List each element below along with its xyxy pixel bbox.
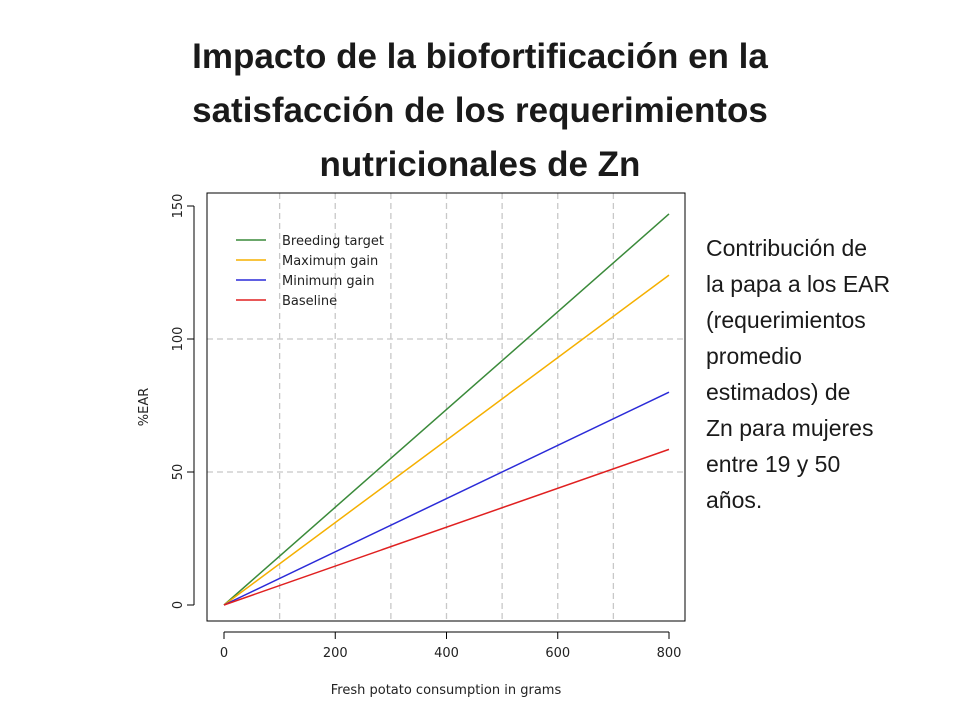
title-line: nutricionales de Zn (319, 145, 641, 184)
legend-label: Baseline (282, 294, 337, 309)
title-line: Impacto de la biofortificación en la (192, 37, 768, 76)
grid-lines (207, 193, 685, 621)
side-text-line: promedio (706, 343, 802, 369)
legend-label: Minimum gain (282, 274, 374, 289)
y-tick-label: 0 (171, 601, 186, 609)
axes: 0 200 400 600 800 0 50 100 150 (171, 194, 681, 661)
plot-frame (206, 192, 686, 622)
legend-label: Breeding target (282, 234, 384, 249)
legend-label: Maximum gain (282, 254, 378, 269)
x-tick-label: 0 (220, 646, 228, 661)
series-line (223, 213, 670, 606)
x-tick-label: 800 (657, 646, 682, 661)
y-axis-title: %EAR (137, 388, 152, 427)
side-text-line: Zn para mujeres (706, 415, 874, 441)
slide-title: Impacto de la biofortificación en la sat… (60, 30, 900, 192)
y-tick-label: 100 (171, 327, 186, 352)
side-description: Contribución de la papa a los EAR (reque… (706, 230, 946, 518)
side-text-line: Contribución de (706, 235, 868, 261)
y-tick-label: 150 (171, 194, 186, 219)
series-line (223, 274, 670, 606)
x-tick-label: 200 (323, 646, 348, 661)
series-line (223, 448, 670, 606)
x-axis-title: Fresh potato consumption in grams (331, 683, 562, 698)
legend: Breeding target Maximum gain Minimum gain B… (236, 234, 384, 309)
x-tick-label: 400 (434, 646, 459, 661)
series-lines (223, 213, 670, 606)
side-text-line: años. (706, 487, 763, 513)
series-line (223, 391, 670, 606)
x-tick-label: 600 (545, 646, 570, 661)
y-tick-label: 50 (171, 464, 186, 481)
side-text-line: entre 19 y 50 (706, 451, 841, 477)
side-text-line: la papa a los EAR (706, 271, 891, 297)
side-text-line: estimados) de (706, 379, 851, 405)
title-line: satisfacción de los requerimientos (192, 91, 768, 130)
side-text-line: (requerimientos (706, 307, 866, 333)
